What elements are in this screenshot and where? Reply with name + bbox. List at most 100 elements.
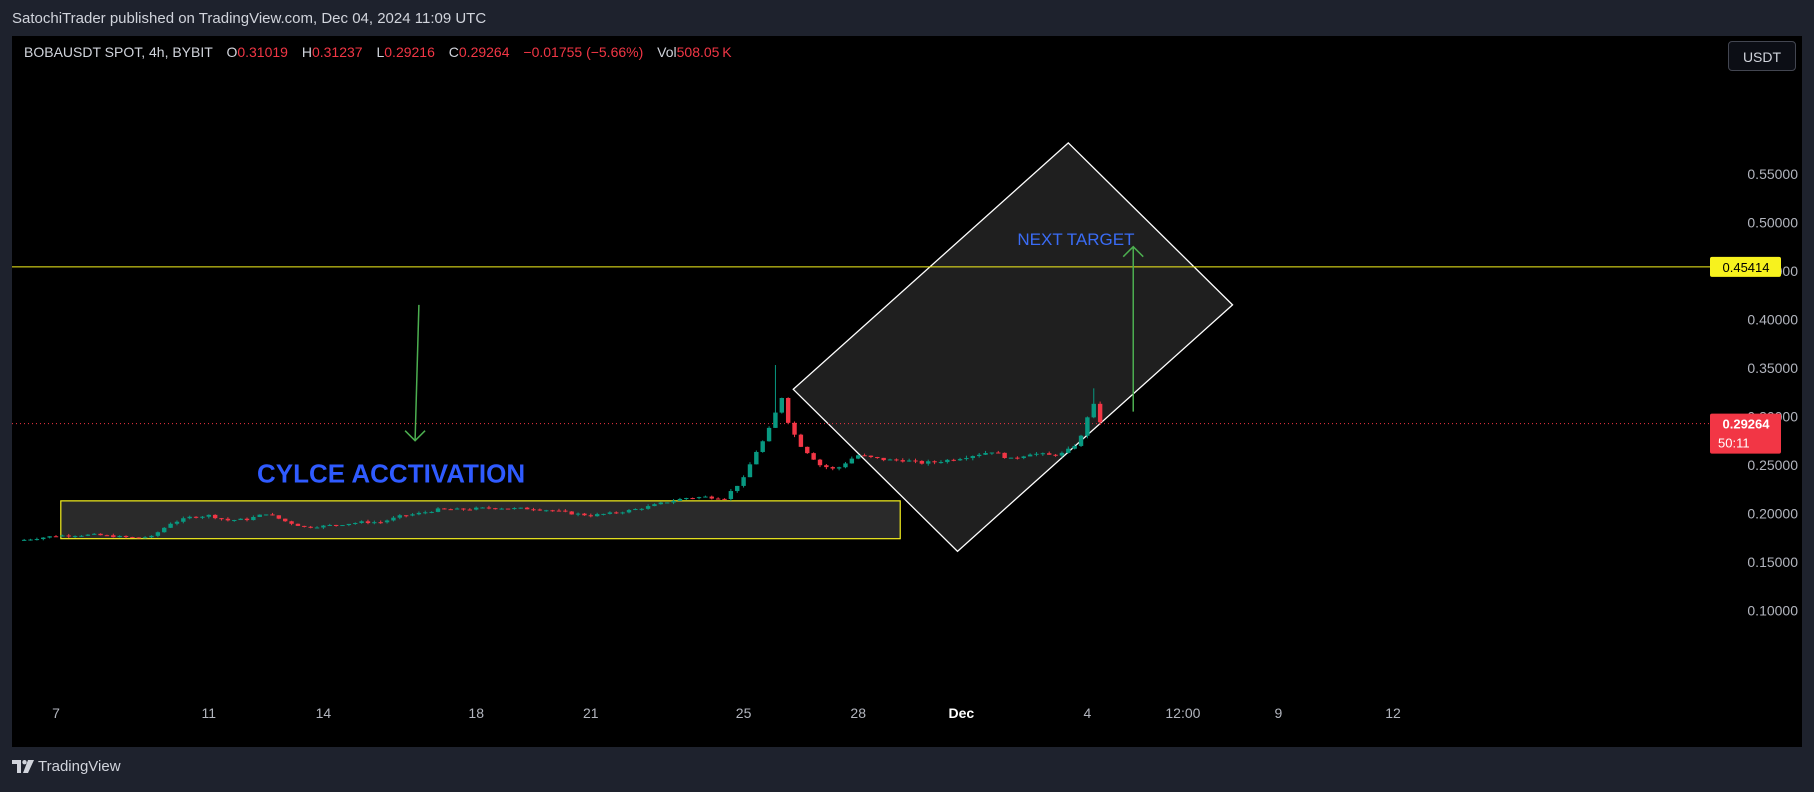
candle-body xyxy=(639,508,644,510)
y-tick-label: 0.55000 xyxy=(1747,166,1798,182)
candle-body xyxy=(754,451,759,465)
candle-body xyxy=(474,507,479,510)
candle-body xyxy=(989,452,995,454)
candle-countdown-label: 50:11 xyxy=(1718,436,1750,451)
x-tick-label: 9 xyxy=(1275,705,1283,721)
candle-body xyxy=(735,485,740,492)
candle-body xyxy=(283,518,288,522)
candle-body xyxy=(900,460,905,462)
candle-body xyxy=(715,498,721,500)
candle-body xyxy=(658,502,664,505)
candle-body xyxy=(1078,435,1084,446)
candle-body xyxy=(346,523,352,526)
candle-body xyxy=(652,504,657,507)
candle-body xyxy=(1047,453,1052,455)
y-tick-label: 0.25000 xyxy=(1747,457,1798,473)
close-value: 0.29264 xyxy=(458,44,510,60)
candle-body xyxy=(919,460,925,464)
candle-body xyxy=(875,457,880,459)
candle-body xyxy=(575,513,581,515)
symbol-label[interactable]: BOBAUSDT SPOT, 4h, BYBIT xyxy=(24,44,213,60)
y-tick-label: 0.50000 xyxy=(1747,214,1798,230)
candle-body xyxy=(1008,457,1014,459)
candle-body xyxy=(843,463,848,468)
candle-body xyxy=(499,508,504,510)
candle-body xyxy=(817,459,823,466)
candle-body xyxy=(365,521,371,524)
candle-body xyxy=(162,527,167,533)
candle-body xyxy=(212,514,218,519)
candle-body xyxy=(480,507,485,509)
candle-body xyxy=(21,539,27,541)
candle-body xyxy=(263,514,269,516)
volume-value: 508.05 K xyxy=(676,44,732,60)
candle-body xyxy=(785,398,791,423)
x-tick-label: 11 xyxy=(202,705,217,721)
open-value: 0.31019 xyxy=(237,44,288,60)
candle-body xyxy=(442,508,447,510)
candle-body xyxy=(601,513,606,515)
candle-body xyxy=(563,510,568,512)
candle-body xyxy=(709,496,714,499)
next-target-annotation[interactable]: NEXT TARGET xyxy=(1017,230,1134,249)
candle-body xyxy=(244,518,250,521)
candle-body xyxy=(773,412,778,428)
consolidation-range-box[interactable] xyxy=(60,500,901,540)
candle-body xyxy=(976,454,982,457)
target-rotated-rectangle[interactable] xyxy=(792,141,1234,553)
candle-body xyxy=(932,461,937,463)
candle-body xyxy=(416,512,422,515)
candle-body xyxy=(1066,448,1071,453)
candle-body xyxy=(620,512,625,514)
y-tick-label: 0.15000 xyxy=(1747,554,1798,570)
candle-body xyxy=(98,533,103,536)
tradingview-logo[interactable]: TradingView xyxy=(12,758,121,775)
candle-body xyxy=(836,467,842,469)
candle-body xyxy=(1040,453,1046,455)
x-tick-label: 21 xyxy=(583,705,599,721)
x-tick-label: 28 xyxy=(850,705,866,721)
candle-body xyxy=(340,525,345,527)
candle-body xyxy=(970,456,975,459)
chart-area[interactable]: 0.100000.150000.200000.250000.300000.350… xyxy=(12,36,1802,747)
candle-body xyxy=(1002,452,1007,459)
x-tick-label: 7 xyxy=(52,705,60,721)
candle-body xyxy=(276,515,282,519)
currency-button[interactable]: USDT xyxy=(1728,41,1796,71)
target-price-badge-label: 0.45414 xyxy=(1723,260,1770,275)
candle-body xyxy=(747,464,753,478)
candle-body xyxy=(671,500,676,503)
candle-body xyxy=(550,510,555,512)
candle-body xyxy=(181,518,186,522)
last-price-badge xyxy=(1710,413,1781,454)
candle-body xyxy=(1085,417,1090,436)
candle-body xyxy=(372,522,377,524)
candle-body xyxy=(423,512,428,514)
candle-body xyxy=(314,527,320,529)
candle-body xyxy=(149,535,154,538)
tradingview-brand: TradingView xyxy=(38,758,121,775)
candle-body xyxy=(104,535,110,537)
candle-body xyxy=(703,496,708,498)
publish-line: SatochiTrader published on TradingView.c… xyxy=(12,10,487,27)
down-arrow-head xyxy=(404,430,426,442)
volume-label: Vol xyxy=(657,44,677,60)
candle-body xyxy=(868,455,874,458)
price-chart[interactable]: 0.100000.150000.200000.250000.300000.350… xyxy=(12,36,1802,747)
candle-body xyxy=(964,458,969,460)
candle-body xyxy=(454,508,460,510)
candle-body xyxy=(47,536,52,538)
candle-body xyxy=(544,510,549,512)
candle-body xyxy=(435,508,441,512)
candle-body xyxy=(117,535,122,538)
candle-body xyxy=(403,515,409,517)
candle-body xyxy=(811,453,816,460)
candle-body xyxy=(200,516,205,518)
candle-body xyxy=(72,536,78,538)
candle-body xyxy=(766,427,772,442)
candle-body xyxy=(1027,454,1033,457)
candle-body xyxy=(142,537,148,539)
candle-body xyxy=(174,521,180,524)
cycle-activation-annotation[interactable]: CYLCE ACCTIVATION xyxy=(257,459,525,489)
candle-body xyxy=(136,537,141,539)
